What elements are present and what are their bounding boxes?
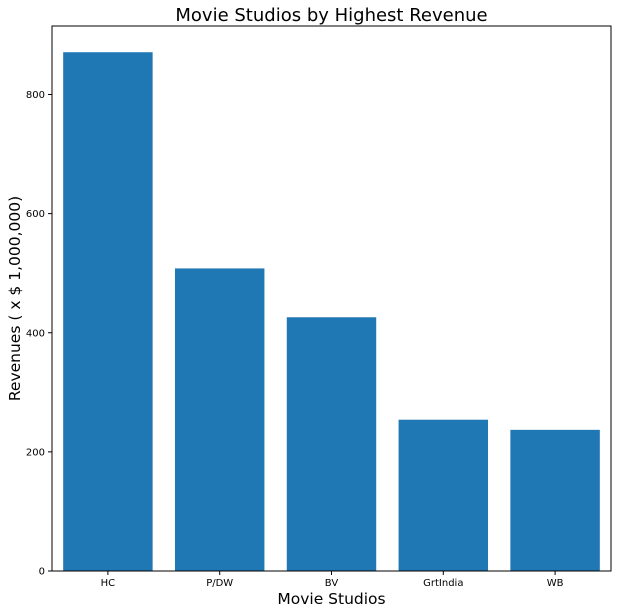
y-tick-label: 800 <box>26 90 45 101</box>
bars-group <box>63 52 600 571</box>
x-tick-label: GrtIndia <box>423 578 463 589</box>
y-tick-label: 200 <box>26 447 45 458</box>
x-tick-label: BV <box>325 578 339 589</box>
y-axis-title: Revenues ( x $ 1,000,000) <box>6 196 24 401</box>
chart-title: Movie Studios by Highest Revenue <box>175 5 487 26</box>
bar-hc <box>63 52 153 571</box>
bar-p-dw <box>174 268 265 571</box>
bar-bv <box>286 317 377 571</box>
y-axis-ticks: 0 200 400 600 800 <box>26 90 52 578</box>
y-tick-label: 0 <box>39 567 45 578</box>
x-tick-label: WB <box>547 578 564 589</box>
bar-grtindia <box>398 419 489 571</box>
x-axis-ticks: HC P/DW BV GrtIndia WB <box>101 571 564 589</box>
y-tick-label: 400 <box>26 328 45 339</box>
x-axis-title: Movie Studios <box>277 590 385 608</box>
x-tick-label: HC <box>101 578 116 589</box>
x-tick-label: P/DW <box>206 578 233 589</box>
bar-wb <box>510 429 600 571</box>
y-tick-label: 600 <box>26 209 45 220</box>
